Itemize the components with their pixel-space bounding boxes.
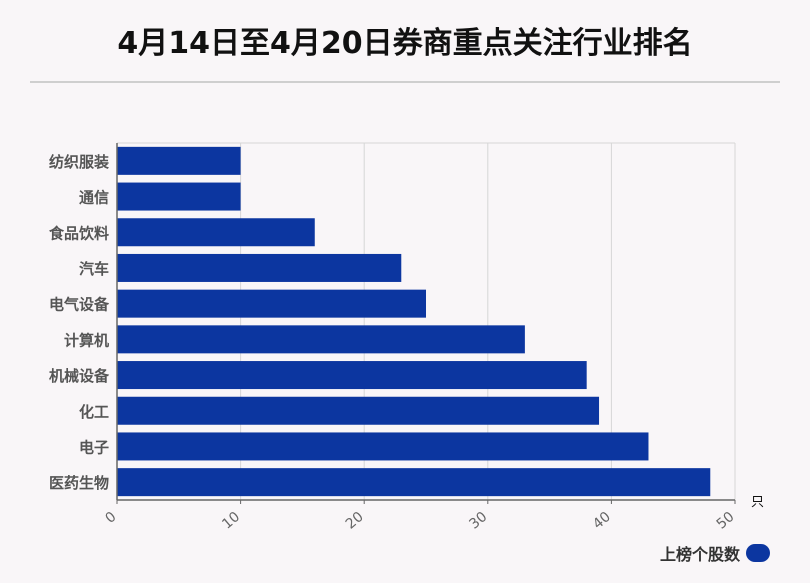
category-label-9: 医药生物 xyxy=(49,474,109,492)
category-label-3: 汽车 xyxy=(79,260,109,278)
bar-9 xyxy=(117,468,711,497)
x-unit-label: 只 xyxy=(751,495,764,510)
category-label-7: 化工 xyxy=(79,403,109,421)
x-tick-label-30: 30 xyxy=(466,509,490,533)
legend-label: 上榜个股数 xyxy=(659,545,740,564)
bar-4 xyxy=(117,289,426,318)
bar-2 xyxy=(117,218,315,247)
bar-0 xyxy=(117,146,241,175)
category-label-2: 食品饮料 xyxy=(49,224,109,242)
chart-title: 4月14日至4月20日券商重点关注行业排名 xyxy=(117,26,693,61)
x-tick-label-40: 40 xyxy=(590,509,614,533)
category-label-4: 电气设备 xyxy=(49,296,110,314)
bar-5 xyxy=(117,325,525,354)
bar-3 xyxy=(117,253,402,282)
x-tick-label-50: 50 xyxy=(714,509,738,533)
title-divider xyxy=(30,81,780,83)
category-label-8: 电子 xyxy=(79,438,109,456)
x-tick-label-10: 10 xyxy=(219,509,243,533)
category-label-0: 纺织服装 xyxy=(49,153,110,171)
category-label-6: 机械设备 xyxy=(49,367,110,385)
category-label-5: 计算机 xyxy=(64,331,109,349)
bar-1 xyxy=(117,182,241,211)
x-tick-label-20: 20 xyxy=(343,509,367,533)
category-label-1: 通信 xyxy=(79,189,109,207)
bar-7 xyxy=(117,396,600,425)
legend: 上榜个股数 xyxy=(660,541,770,565)
x-tick-label-0: 0 xyxy=(102,509,119,527)
bar-6 xyxy=(117,361,587,390)
bar-8 xyxy=(117,432,649,461)
legend-swatch xyxy=(746,544,770,562)
